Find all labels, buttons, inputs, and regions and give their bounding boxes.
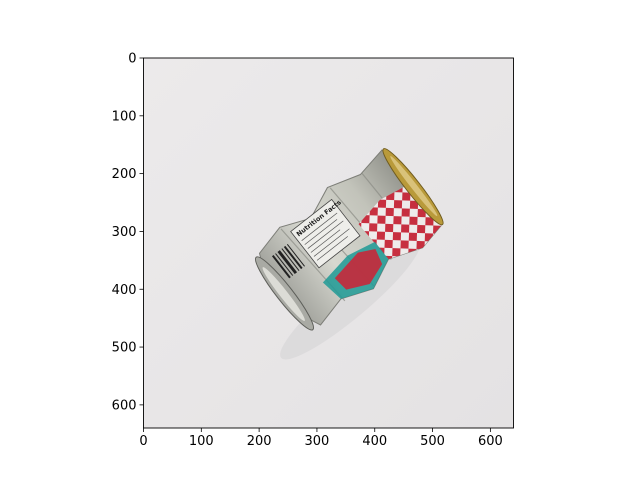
x-tick-label: 200 <box>247 434 272 449</box>
y-tick-label: 200 <box>112 167 137 182</box>
y-tick-label: 100 <box>112 109 137 124</box>
can-rim-top-inner <box>390 156 438 217</box>
nutrition-panel <box>290 198 361 269</box>
y-tick-label: 600 <box>112 398 137 413</box>
can-shadow <box>280 240 420 360</box>
red-graphic <box>334 249 383 290</box>
x-tick-label: 300 <box>305 434 330 449</box>
can-bottom-inner <box>262 267 305 321</box>
y-axis: 0 100 200 300 400 500 600 <box>112 52 144 413</box>
x-tick-label: 0 <box>139 434 147 449</box>
x-axis: 0 100 200 300 400 500 600 <box>139 428 503 449</box>
x-tick-label: 100 <box>189 434 214 449</box>
nutrition-lines <box>301 212 350 261</box>
y-tick-label: 400 <box>112 283 137 298</box>
y-tick-label: 300 <box>112 225 137 240</box>
axes-frame <box>143 57 514 429</box>
x-tick-label: 400 <box>362 434 387 449</box>
can-crease <box>280 172 422 302</box>
y-tick-label: 0 <box>128 52 136 67</box>
x-tick-label: 500 <box>420 434 445 449</box>
x-tick-label: 600 <box>478 434 503 449</box>
crushed-can: Nutrition Facts <box>254 148 444 331</box>
barcode <box>271 243 305 279</box>
photo-image: Nutrition Facts <box>143 58 514 428</box>
y-tick-label: 500 <box>112 341 137 356</box>
